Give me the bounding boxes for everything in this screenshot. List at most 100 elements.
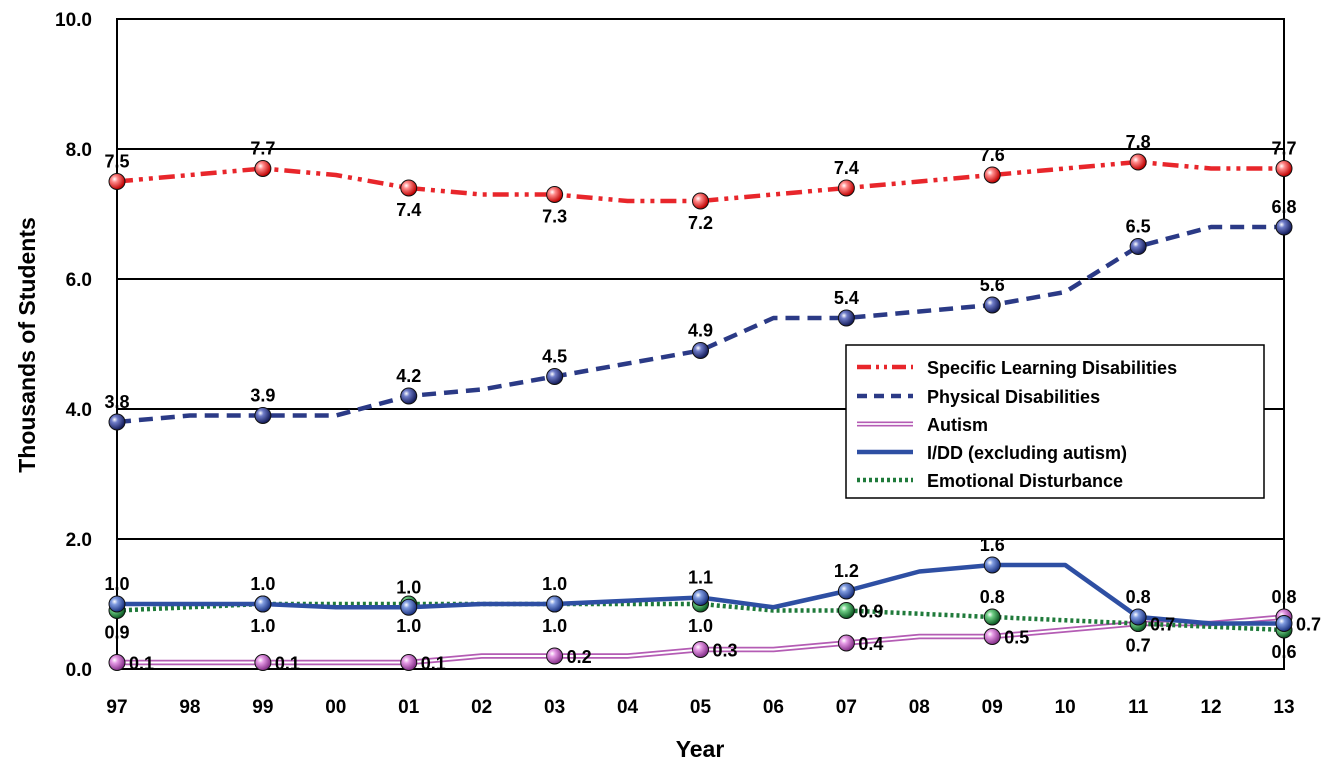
data-label-autism: 0.3 [713, 641, 738, 661]
data-label-physical-disabilities: 5.4 [834, 288, 859, 308]
y-tick-label: 10.0 [55, 10, 92, 31]
x-tick-label: 11 [1128, 697, 1149, 718]
data-label-emotional-disturbance: 0.8 [980, 587, 1005, 607]
data-label-physical-disabilities: 6.5 [1126, 217, 1151, 237]
x-tick-label: 13 [1273, 697, 1294, 718]
data-label-physical-disabilities: 4.9 [688, 321, 713, 341]
data-label-autism: 0.1 [421, 654, 446, 674]
data-point-i-dd-excluding-autism [983, 556, 1001, 574]
data-point-i-dd-excluding-autism [254, 595, 272, 613]
x-tick-label: 08 [909, 697, 930, 718]
data-label-i-dd-excluding-autism: 1.0 [104, 574, 129, 594]
data-point-physical-disabilities [837, 309, 855, 327]
data-point-specific-learning-disabilities [254, 160, 272, 177]
legend-label-specific-learning-disabilities: Specific Learning Disabilities [927, 358, 1177, 378]
data-label-autism: 0.1 [129, 654, 154, 674]
x-tick-labels: 97 98 99 00 01 02 03 04 05 06 07 08 09 10 11 12 13 [106, 697, 1294, 718]
data-labels: 0.1 0.1 0.1 0.2 0.3 0.4 0.5 0.70.80.9 1.0 1.0 1.0 1… [104, 132, 1321, 674]
data-label-physical-disabilities: 4.5 [542, 347, 567, 367]
data-label-emotional-disturbance: 1.0 [688, 616, 713, 636]
data-point-physical-disabilities [108, 413, 126, 431]
x-tick-label: 10 [1055, 697, 1076, 718]
x-tick-label: 97 [106, 697, 127, 718]
data-markers [108, 153, 1293, 671]
data-label-specific-learning-disabilities: 7.7 [1271, 139, 1296, 159]
y-tick-label: 2.0 [66, 530, 92, 551]
data-point-i-dd-excluding-autism [400, 598, 418, 616]
data-point-i-dd-excluding-autism [1129, 608, 1147, 626]
data-point-autism [108, 654, 126, 671]
data-point-i-dd-excluding-autism [837, 582, 855, 600]
data-label-autism: 0.8 [1271, 587, 1296, 607]
x-tick-label: 12 [1200, 697, 1221, 718]
y-tick-label: 4.0 [66, 400, 92, 421]
legend-item-autism: Autism [857, 415, 988, 435]
series-line-physical-disabilities [116, 224, 1284, 425]
data-label-emotional-disturbance: 0.6 [1271, 642, 1296, 662]
data-label-emotional-disturbance: 1.0 [542, 616, 567, 636]
data-label-i-dd-excluding-autism: 1.2 [834, 561, 859, 581]
data-label-autism: 0.2 [567, 647, 592, 667]
x-tick-label: 03 [544, 697, 565, 718]
data-point-autism [546, 647, 564, 665]
data-label-specific-learning-disabilities: 7.5 [104, 152, 129, 172]
data-label-specific-learning-disabilities: 7.4 [834, 158, 859, 178]
data-label-i-dd-excluding-autism: 1.0 [250, 574, 275, 594]
data-point-autism [254, 654, 272, 671]
data-point-physical-disabilities [983, 296, 1001, 314]
data-label-emotional-disturbance: 1.0 [396, 616, 421, 636]
data-label-physical-disabilities: 6.8 [1271, 197, 1296, 217]
data-point-physical-disabilities [1129, 238, 1147, 255]
data-point-emotional-disturbance [983, 608, 1001, 626]
data-label-emotional-disturbance: 0.7 [1150, 615, 1175, 635]
data-label-i-dd-excluding-autism: 1.6 [980, 535, 1005, 555]
data-point-physical-disabilities [1275, 218, 1293, 236]
y-tick-label: 8.0 [66, 140, 92, 161]
data-label-specific-learning-disabilities: 7.3 [542, 207, 567, 227]
data-point-autism [837, 634, 855, 652]
legend-item-specific-learning-disabilities: Specific Learning Disabilities [857, 358, 1177, 378]
data-point-autism [983, 628, 1001, 645]
data-point-specific-learning-disabilities [692, 192, 709, 210]
x-tick-label: 01 [398, 697, 420, 718]
data-label-i-dd-excluding-autism: 0.8 [1126, 587, 1151, 607]
data-label-autism: 0.7 [1126, 636, 1151, 656]
legend-item-idd: I/DD (excluding autism) [857, 443, 1127, 463]
data-point-autism [692, 641, 709, 658]
legend-box [845, 344, 1265, 499]
data-point-i-dd-excluding-autism [546, 595, 564, 613]
data-label-physical-disabilities: 4.2 [396, 366, 421, 386]
data-label-i-dd-excluding-autism: 1.0 [396, 577, 421, 597]
x-tick-label: 07 [836, 697, 857, 718]
data-point-specific-learning-disabilities [837, 179, 855, 197]
data-label-autism: 0.5 [1004, 628, 1029, 648]
data-label-physical-disabilities: 3.9 [250, 386, 275, 406]
data-label-specific-learning-disabilities: 7.8 [1126, 132, 1151, 152]
legend-label-emotional-disturbance: Emotional Disturbance [927, 471, 1123, 491]
x-tick-label: 98 [179, 697, 200, 718]
data-point-specific-learning-disabilities [108, 173, 126, 190]
legend: Specific Learning Disabilities Physical … [845, 344, 1265, 499]
data-point-specific-learning-disabilities [1129, 153, 1147, 171]
data-point-i-dd-excluding-autism [108, 595, 126, 613]
data-label-emotional-disturbance: 0.9 [858, 602, 883, 622]
legend-label-physical-disabilities: Physical Disabilities [927, 387, 1100, 407]
x-tick-label: 02 [471, 697, 492, 718]
x-tick-label: 05 [690, 697, 712, 718]
series-line-specific-learning-disabilities [116, 159, 1284, 204]
data-label-autism: 0.1 [275, 654, 300, 674]
data-point-autism [400, 654, 418, 671]
data-point-physical-disabilities [400, 387, 418, 405]
y-tick-label: 0.0 [66, 660, 92, 681]
data-point-physical-disabilities [254, 407, 272, 424]
x-tick-label: 00 [325, 697, 346, 718]
data-point-i-dd-excluding-autism [692, 589, 709, 606]
data-label-physical-disabilities: 3.8 [104, 392, 129, 412]
data-label-specific-learning-disabilities: 7.6 [980, 145, 1005, 165]
y-tick-label: 6.0 [66, 270, 92, 291]
legend-item-emotional-disturbance: Emotional Disturbance [857, 471, 1123, 491]
data-point-specific-learning-disabilities [546, 186, 564, 203]
data-point-specific-learning-disabilities [983, 166, 1001, 184]
x-tick-label: 99 [252, 697, 273, 718]
